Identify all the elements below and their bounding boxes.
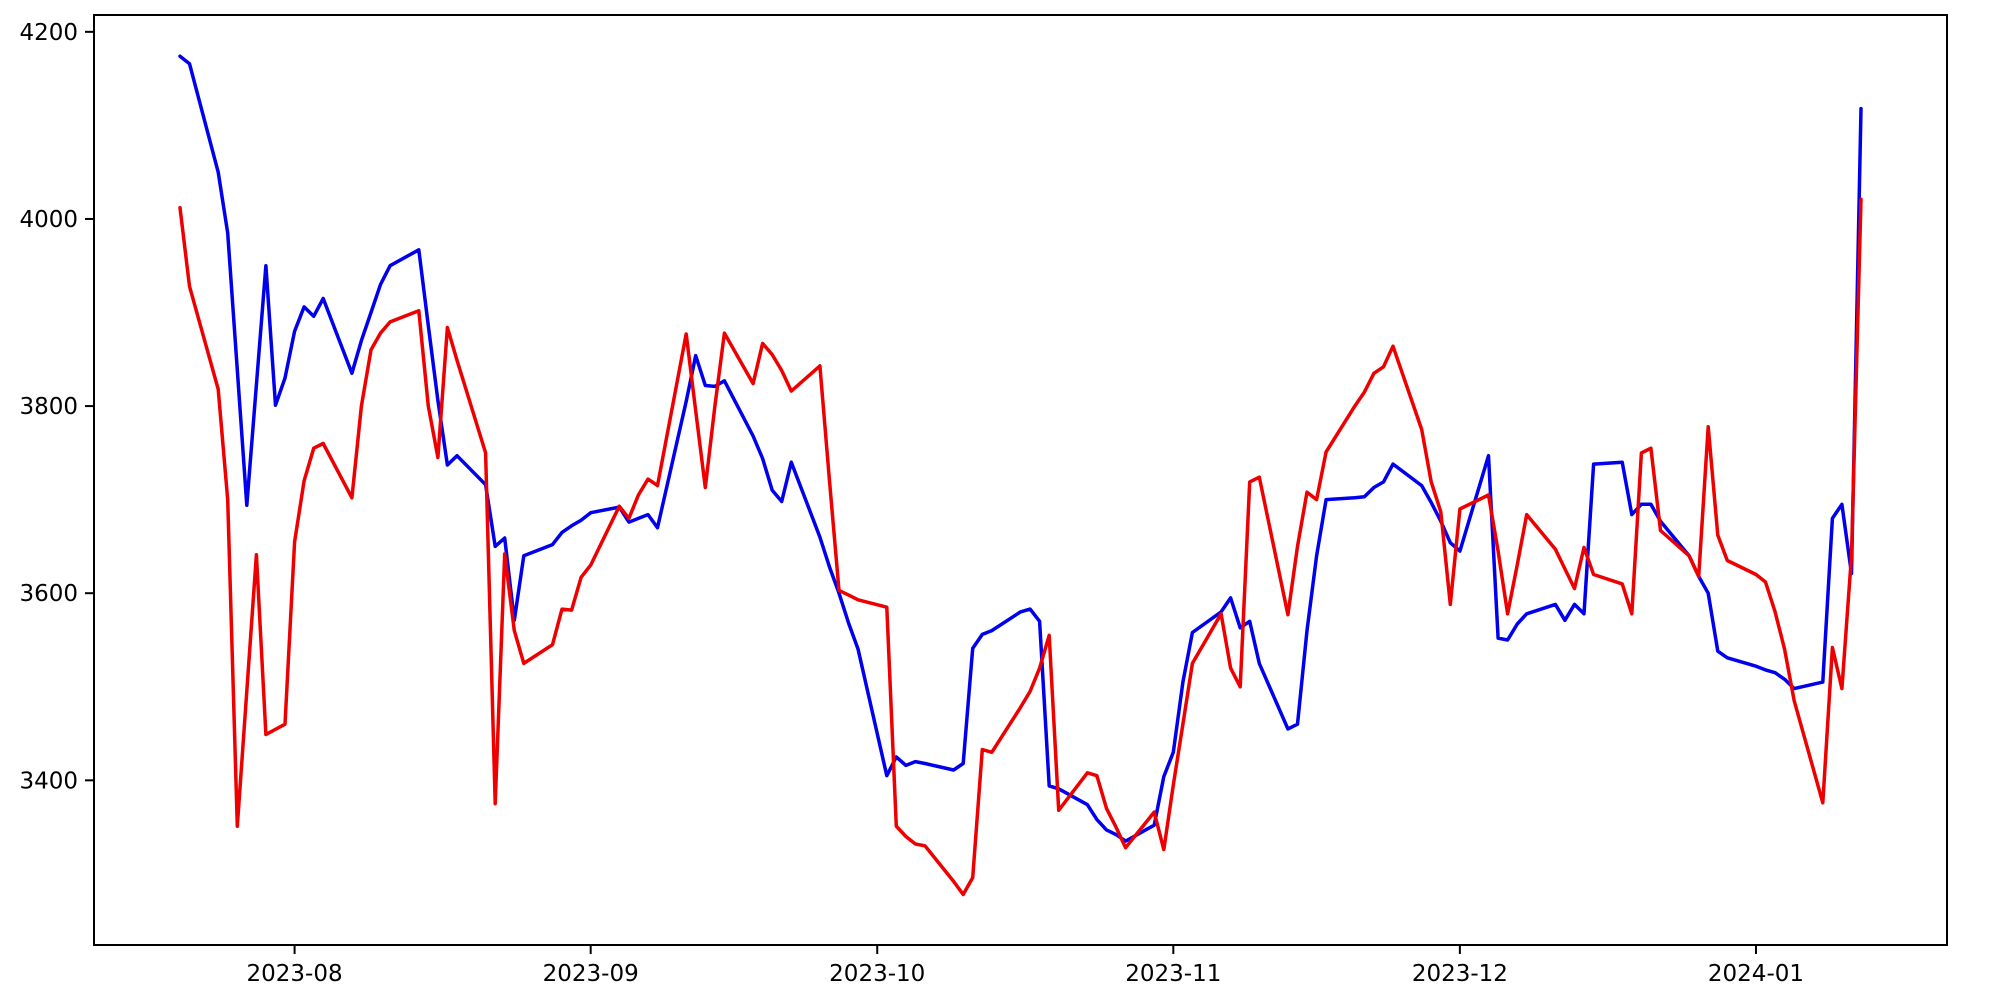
y-tick-label: 4200 xyxy=(19,20,78,46)
y-tick-label: 3600 xyxy=(19,581,78,607)
axes-frame xyxy=(93,14,1948,946)
x-tick-label: 2023-11 xyxy=(1125,961,1221,987)
x-tick-label: 2024-01 xyxy=(1708,961,1804,987)
x-tick-label: 2023-10 xyxy=(829,961,925,987)
x-tick-label: 2023-12 xyxy=(1412,961,1508,987)
y-tick-label: 3400 xyxy=(19,768,78,794)
red-series-line xyxy=(178,197,1863,897)
x-tick-label: 2023-08 xyxy=(247,961,343,987)
plot-area xyxy=(94,15,1947,945)
y-tick-label: 3800 xyxy=(19,394,78,420)
y-tick-label: 4000 xyxy=(19,207,78,233)
blue-series-line xyxy=(178,54,1863,843)
x-tick-label: 2023-09 xyxy=(543,961,639,987)
